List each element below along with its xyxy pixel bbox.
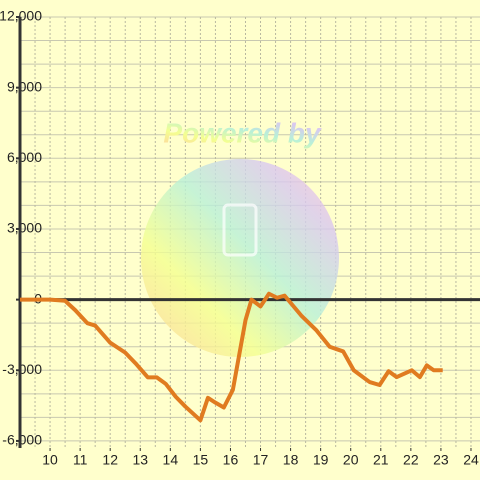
x-tick-label: 24 (463, 452, 479, 468)
x-tick-label: 21 (373, 452, 389, 468)
x-tick-label: 13 (132, 452, 148, 468)
x-tick-label: 23 (433, 452, 449, 468)
x-tick-label: 19 (313, 452, 329, 468)
x-tick-label: 12 (102, 452, 118, 468)
x-tick-label: 11 (73, 452, 88, 468)
x-tick-label: 22 (403, 452, 419, 468)
x-tick-label: 14 (163, 452, 179, 468)
x-tick-label: 15 (193, 452, 209, 468)
grid (20, 16, 480, 448)
x-tick-label: 16 (223, 452, 239, 468)
y-tick-label: 6,000 (7, 149, 42, 165)
y-tick-label: -3,000 (2, 361, 42, 377)
watermark-text: Powered by (163, 117, 322, 148)
plot: -6,000-3,00003,0006,0009,00012,000101112… (0, 8, 480, 468)
x-tick-label: 20 (343, 452, 359, 468)
y-tick-label: -6,000 (2, 432, 42, 448)
data-line (20, 291, 443, 423)
x-tick-label: 10 (42, 452, 58, 468)
y-tick-label: 12,000 (0, 8, 42, 24)
x-tick-label: 18 (283, 452, 299, 468)
y-tick-label: 3,000 (7, 220, 42, 236)
watermark-icon (222, 203, 258, 257)
watermark-logo (141, 159, 339, 357)
y-tick-label: 9,000 (7, 78, 42, 94)
x-tick-label: 17 (253, 452, 269, 468)
